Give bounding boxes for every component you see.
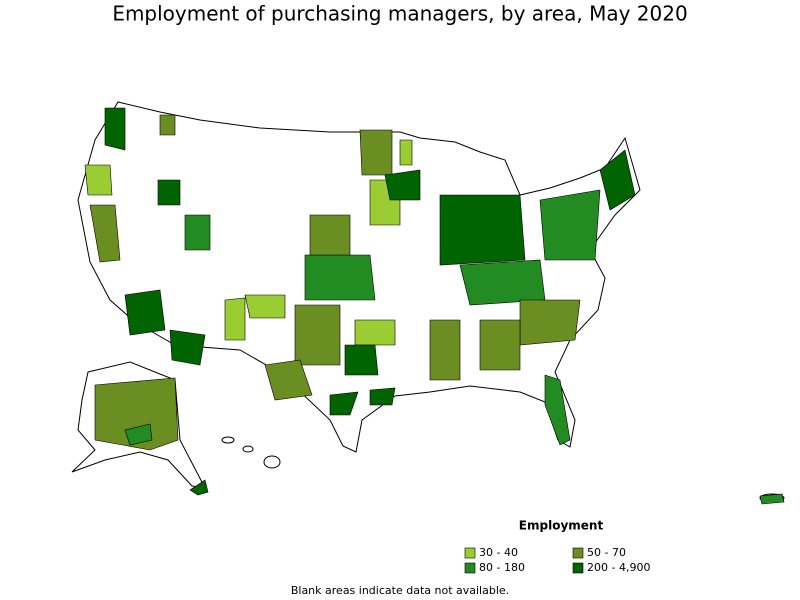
hawaii [242,445,254,453]
area [439,194,526,266]
legend-label: 30 - 40 [479,546,518,559]
area [264,359,313,401]
area [354,319,396,346]
area [479,319,521,371]
area [104,107,126,151]
area [599,149,636,211]
area [224,297,246,341]
area [189,479,209,496]
legend-swatch [464,547,476,559]
area [294,304,341,366]
area [384,169,421,201]
area [124,289,166,336]
area [519,299,581,346]
area [184,214,211,251]
area [399,139,413,166]
area [124,423,153,446]
area [159,114,176,136]
area [544,374,571,446]
legend-swatch [572,562,584,574]
area [89,204,121,263]
footnote: Blank areas indicate data not available. [291,584,509,597]
area [169,329,206,366]
area [157,179,181,206]
legend-title: Employment [519,519,604,533]
hawaii [263,455,281,469]
area [94,377,179,451]
area [244,294,286,319]
area [309,214,351,256]
area [759,493,785,505]
map-title: Employment of purchasing managers, by ar… [112,2,687,26]
areas [84,107,785,505]
area [344,344,379,376]
area [304,254,376,301]
area [539,189,601,261]
hawaii [221,436,235,444]
legend-label: 50 - 70 [587,546,626,559]
area [359,129,393,176]
map [71,101,785,505]
legend-swatch [464,562,476,574]
legend-swatch [572,547,584,559]
area [459,259,546,306]
legend-label: 200 - 4,900 [587,561,650,574]
legend-label: 80 - 180 [479,561,525,574]
area [84,164,113,196]
legend: 30 - 40 50 - 70 80 - 180 200 - 4,900 [464,546,650,574]
area [429,319,461,381]
area [329,391,359,416]
area [369,387,396,406]
